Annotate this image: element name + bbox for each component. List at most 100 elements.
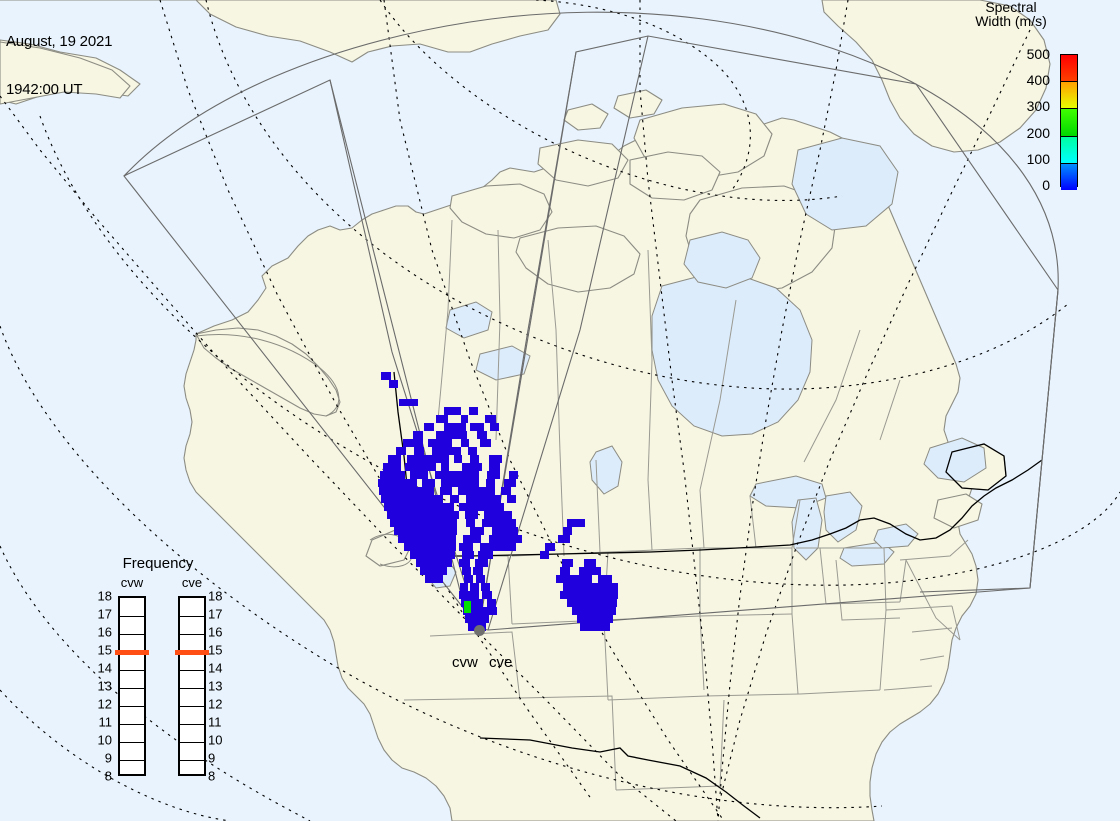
radar-site-label-cve: cve [489,654,513,671]
radar-site-label-cvw: cvw [452,654,478,671]
backscatter-cell [476,575,485,583]
backscatter-cell [394,527,457,535]
lake-winnipeg [589,445,623,495]
frequency-column-header-cve: cve [181,575,203,590]
backscatter-cell [473,567,483,575]
great-lakes-ontario [873,523,919,549]
backscatter-cell [428,439,452,447]
backscatter-cell [598,575,612,583]
frequency-axis-left-14: 14 [97,660,112,676]
frequency-axis-right-9: 9 [208,750,216,766]
backscatter-cell [411,399,418,406]
frequency-axis-left-18: 18 [97,588,112,604]
backscatter-cell [459,543,473,551]
backscatter-cell [461,439,469,447]
backscatter-cell [509,471,518,479]
frequency-gridline-13 [180,688,204,689]
frequency-axis-right-11: 11 [208,714,222,730]
frequency-axis-right-8: 8 [208,768,216,784]
backscatter-cell [436,415,448,423]
backscatter-cell [462,551,474,559]
frequency-gridline-17 [180,616,204,617]
frequency-bar-cvw [115,596,149,776]
backscatter-cell [468,447,477,455]
frequency-column-header-cvw: cvw [120,575,144,590]
grid-meridian-3 [717,0,849,821]
backscatter-cell [596,607,616,615]
backscatter-cell [466,519,475,527]
backscatter-cell [466,495,501,503]
backscatter-cell [489,455,502,463]
backscatter-cell [470,583,479,591]
backscatter-cell [540,551,549,559]
great-lakes-michigan [791,497,823,561]
frequency-gridline-9 [180,760,204,761]
backscatter-cell [462,463,482,471]
backscatter-cell [487,471,500,479]
grid-latitude-70 [379,0,843,202]
hudson-bay [651,275,813,437]
frequency-axis-left-11: 11 [98,714,113,730]
backscatter-cell [558,535,570,543]
great-lakes-huron [823,491,863,543]
backscatter-cell [470,423,484,431]
frequency-axis-left-12: 12 [97,696,112,712]
frequency-gridline-10 [120,742,144,743]
backscatter-cell [390,519,457,527]
backscatter-cell [492,527,518,535]
backscatter-cell [586,623,610,631]
backscatter-cell [458,487,495,495]
grid-latitude-30 [0,545,311,821]
backscatter-cell [507,495,516,503]
backscatter-cell [556,575,592,583]
landmass-greenland [821,0,1051,153]
frequency-axis-right-10: 10 [208,732,223,748]
gulf-of-st-lawrence [923,437,987,483]
backscatter-cell [459,591,469,599]
frequency-axis-left-9: 9 [104,750,112,766]
backscatter-cell [463,607,489,615]
backscatter-cell [454,455,462,463]
frequency-gridline-16 [180,634,204,635]
fov-corner-west [123,171,129,177]
grid-meridian-1 [383,0,725,821]
backscatter-cell [379,487,434,495]
colorbar-tick-500: 500 [1026,46,1050,62]
backscatter-cell [425,575,443,583]
frequency-axis-right-17: 17 [208,606,223,622]
backscatter-cell [462,567,471,575]
backscatter-cell [450,495,459,503]
backscatter-cell [398,535,456,543]
backscatter-cell [405,463,436,471]
backscatter-cell [384,503,454,511]
backscatter-cell [567,519,585,527]
backscatter-cell [501,487,511,495]
backscatter-cell [461,599,483,607]
backscatter-cell [468,591,479,599]
frequency-marker-cvw [115,650,149,655]
backscatter-cell [591,615,613,623]
colorbar-tick-300: 300 [1026,98,1050,115]
colorbar-panel: Spectral Width (m/s) 500 400 300 200 100 0 [975,0,1120,200]
backscatter-cell [596,583,618,591]
fov-cve-beam-edge2 [487,35,649,631]
time-label: 1942:00 UT [6,81,83,98]
frequency-axis-left-16: 16 [97,624,112,640]
backscatter-cell [465,615,489,623]
backscatter-cell [478,551,493,559]
frequency-axis-left-10: 10 [97,732,112,748]
backscatter-cell [475,559,488,567]
colorbar-title: Spectral Width (m/s) [946,0,1076,28]
colorbar-title-line2: Width (m/s) [975,13,1047,29]
backscatter-cell [481,583,490,591]
landmass-kamchatka [0,41,131,105]
grid-meridian-2 [639,0,719,821]
colorbar-tick-0: 0 [1042,177,1050,193]
timestamp-block: August, 19 2021 1942:00 UT [6,2,112,130]
backscatter-cell [460,583,468,591]
colorbar-segment-4 [1061,163,1077,190]
frequency-axis-right-14: 14 [208,660,223,676]
backscatter-cell [489,607,497,615]
